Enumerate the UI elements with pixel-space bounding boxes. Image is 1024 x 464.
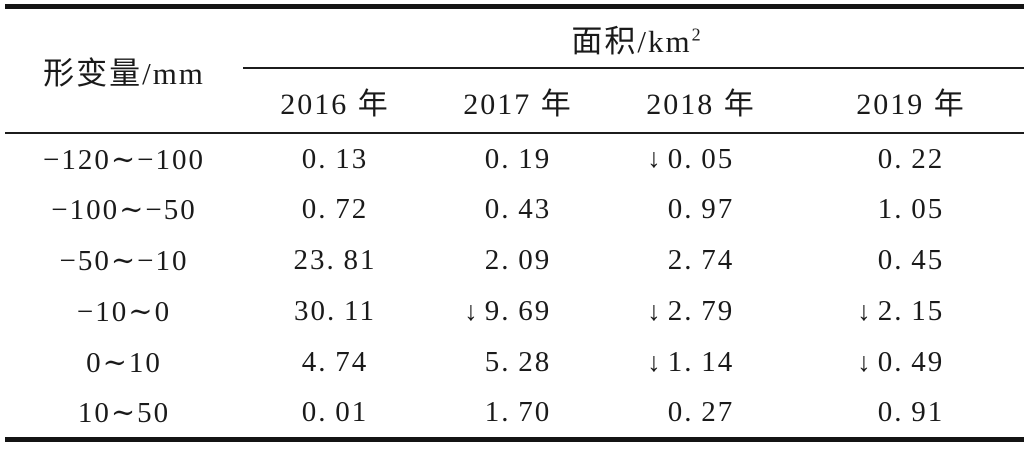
table-row: −100∼−50 0. 72 0. 43 0. 97 1. 05 <box>5 184 1024 235</box>
area-value: 23. 81 <box>293 244 377 276</box>
area-value: 1. 70 <box>484 395 552 428</box>
area-value-cell: ↓ 9. 69 <box>427 286 609 337</box>
area-unit-superscript: 2 <box>691 24 701 45</box>
area-value-cell: 0. 13 <box>243 133 427 184</box>
table-row: −50∼−10 23. 81 2. 09 2. 74 0. 45 <box>5 235 1024 286</box>
area-value-cell: 1. 70 <box>427 388 609 439</box>
area-value: 5. 28 <box>484 346 552 378</box>
area-value-cell: 0. 27 <box>609 388 793 439</box>
down-arrow-icon: ↓ <box>647 346 661 377</box>
area-value-cell: 5. 28 <box>427 337 609 388</box>
area-value-cell: 0. 91 <box>793 388 1024 439</box>
year-header-2018: 2018 年 <box>609 68 793 134</box>
deformation-range-label: −10∼0 <box>76 296 172 328</box>
area-value-cell: ↓ 2. 79 <box>609 286 793 337</box>
area-value: ↓ 2. 15 <box>857 295 945 327</box>
area-spanner-header: 面积/km2 <box>243 6 1024 69</box>
area-value: 0. 97 <box>667 193 735 225</box>
deformation-area-table: 形变量/mm 面积/km2 2016 年 2017 年 2018 年 2019 … <box>5 4 1024 442</box>
area-value: ↓ 9. 69 <box>464 295 552 327</box>
area-value-cell: 0. 22 <box>793 133 1024 184</box>
down-arrow-icon: ↓ <box>857 295 871 326</box>
area-value: 0. 19 <box>484 142 552 175</box>
down-arrow-icon: ↓ <box>464 295 478 326</box>
area-value-cell: ↓ 0. 05 <box>609 133 793 184</box>
down-arrow-icon: ↓ <box>647 295 661 326</box>
area-value: 30. 11 <box>294 295 376 327</box>
area-value: 0. 72 <box>301 193 369 225</box>
area-value-cell: 0. 72 <box>243 184 427 235</box>
area-value-cell: 30. 11 <box>243 286 427 337</box>
year-header-2019: 2019 年 <box>793 68 1024 134</box>
area-value: 0. 27 <box>667 395 735 428</box>
area-value: 2. 09 <box>484 244 552 276</box>
area-value: ↓ 0. 05 <box>647 142 735 175</box>
deformation-range-label: −50∼−10 <box>59 245 189 277</box>
area-value: 0. 13 <box>301 142 369 175</box>
area-value-cell: 0. 97 <box>609 184 793 235</box>
table-row: −120∼−100 0. 13 0. 19 ↓ 0. 05 0. 22 <box>5 133 1024 184</box>
deformation-range-label: 0∼10 <box>86 347 162 379</box>
area-value-cell: 2. 74 <box>609 235 793 286</box>
area-value: ↓ 2. 79 <box>647 295 735 327</box>
deformation-range-label: 10∼50 <box>77 396 171 429</box>
area-value-cell: 2. 09 <box>427 235 609 286</box>
year-header-2017: 2017 年 <box>427 68 609 134</box>
area-value: 0. 43 <box>484 193 552 225</box>
area-value: 4. 74 <box>301 346 369 378</box>
table-body: −120∼−100 0. 13 0. 19 ↓ 0. 05 0. 22 −100∼−50 0.… <box>5 133 1024 439</box>
area-value-cell: 0. 45 <box>793 235 1024 286</box>
area-value: 2. 74 <box>667 244 735 276</box>
area-value: 0. 45 <box>877 244 945 276</box>
area-value-cell: 4. 74 <box>243 337 427 388</box>
table-row: 0∼10 4. 74 5. 28 ↓ 1. 14 ↓ 0. 49 <box>5 337 1024 388</box>
area-value: 0. 22 <box>877 142 945 175</box>
area-value-cell: 0. 01 <box>243 388 427 439</box>
area-value-cell: 23. 81 <box>243 235 427 286</box>
area-value-cell: ↓ 0. 49 <box>793 337 1024 388</box>
area-value: 1. 05 <box>877 193 945 225</box>
area-value: 0. 01 <box>301 395 369 428</box>
spanner-header-row: 形变量/mm 面积/km2 <box>5 6 1024 134</box>
down-arrow-icon: ↓ <box>857 346 871 377</box>
deformation-range-label: −100∼−50 <box>51 194 197 226</box>
year-header-2016: 2016 年 <box>243 68 427 134</box>
area-value: ↓ 1. 14 <box>647 346 735 378</box>
area-value-cell: ↓ 2. 15 <box>793 286 1024 337</box>
area-value: ↓ 0. 49 <box>857 346 945 378</box>
down-arrow-icon: ↓ <box>647 142 661 173</box>
area-value-cell: 0. 43 <box>427 184 609 235</box>
table-row: 10∼50 0. 01 1. 70 0. 27 0. 91 <box>5 388 1024 439</box>
area-value-cell: ↓ 1. 14 <box>609 337 793 388</box>
row-dimension-header: 形变量/mm <box>5 6 243 134</box>
deformation-range-label: −120∼−100 <box>42 143 205 176</box>
table-row: −10∼0 30. 11 ↓ 9. 69 ↓ 2. 79 ↓ 2. 15 <box>5 286 1024 337</box>
area-value: 0. 91 <box>877 395 945 428</box>
area-value-cell: 1. 05 <box>793 184 1024 235</box>
area-value-cell: 0. 19 <box>427 133 609 184</box>
year-header-row: 2016 年 2017 年 2018 年 2019 年 <box>5 68 1024 134</box>
area-unit-label: 面积/km <box>571 23 692 59</box>
